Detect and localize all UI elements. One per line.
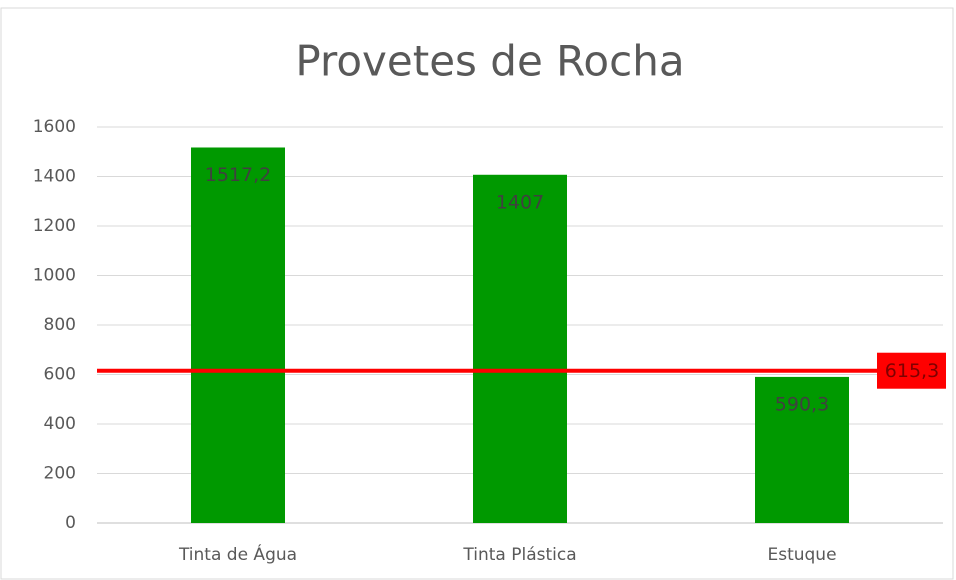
y-tick-label: 1600 [33,117,76,137]
chart-title: Provetes de Rocha [295,37,684,86]
y-tick-label: 600 [44,365,76,385]
y-tick-label: 1200 [33,216,76,236]
x-tick-label: Tinta Plástica [462,545,576,565]
x-tick-label: Estuque [767,545,836,565]
reference-label-box [877,352,946,389]
y-tick-label: 800 [44,315,76,335]
y-tick-label: 200 [44,464,76,484]
bar [755,376,849,523]
y-tick-label: 400 [44,414,76,434]
bar [191,147,285,524]
y-tick-label: 1400 [33,167,76,187]
data-label: 590,3 [775,393,829,415]
y-tick-label: 1000 [33,266,76,286]
data-label: 1407 [496,191,544,213]
x-tick-label: Tinta de Água [178,543,297,565]
bar [473,174,567,523]
data-label: 1517,2 [205,164,271,186]
reference-label: 615,3 [885,360,939,382]
y-tick-label: 0 [65,513,76,533]
